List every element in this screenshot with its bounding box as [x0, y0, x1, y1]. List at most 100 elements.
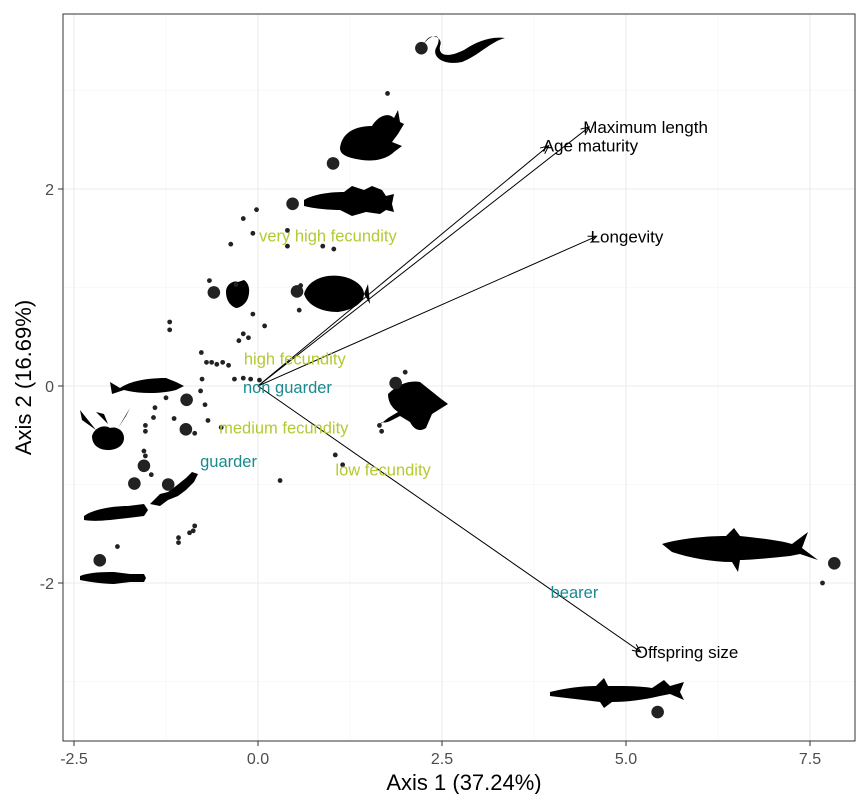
species-point-small [142, 453, 148, 459]
eel-silhouette-icon [424, 36, 505, 63]
y-tick-label: -2 [40, 576, 54, 593]
species-point-small [198, 350, 204, 355]
dogfish-silhouette-icon [662, 528, 818, 572]
vector-label: Offspring size [635, 643, 739, 662]
species-point-small [167, 319, 173, 325]
x-tick-label: 5.0 [615, 751, 637, 768]
species-point-small [379, 428, 385, 434]
species-point-small [226, 362, 231, 368]
species-point-small [167, 327, 173, 333]
species-silhouettes [70, 36, 818, 708]
species-point-large [827, 557, 841, 570]
species-point-small [285, 243, 290, 249]
species-point-small [236, 338, 242, 344]
flatfish-silhouette-icon [304, 275, 370, 312]
species-point-large [180, 393, 193, 407]
species-point-large [389, 376, 402, 390]
species-point-small [240, 375, 246, 381]
species-point-small [246, 335, 251, 341]
species-point-small [232, 376, 237, 382]
species-point-small [402, 369, 408, 375]
species-point-large [93, 554, 107, 567]
species-point-small [248, 376, 254, 382]
sprat-silhouette-icon [110, 378, 184, 394]
vector-line [257, 235, 597, 387]
vector-label: Age maturity [543, 137, 639, 156]
clam-silhouette-icon [226, 280, 250, 308]
vector-arrowhead [539, 144, 550, 154]
species-point-small [199, 376, 205, 382]
species-points [93, 41, 841, 719]
species-point-small [187, 530, 192, 536]
vector-line [257, 145, 550, 387]
species-point-large [290, 285, 304, 298]
species-point-small [320, 243, 326, 249]
y-axis-title: Axis 2 (16.69%) [11, 300, 36, 455]
plot-panel-border [62, 13, 856, 742]
species-point-small [192, 430, 198, 436]
species-point-small [214, 361, 220, 367]
species-point-small [296, 307, 302, 313]
species-point-small [240, 331, 246, 337]
factor-level-labels: very high fecundity high fecundity medium … [200, 227, 599, 602]
species-point-large [161, 478, 175, 491]
species-point-small [218, 424, 224, 430]
x-tick-label: 2.5 [431, 751, 453, 768]
species-point-small [209, 359, 215, 365]
species-point-small [285, 227, 290, 233]
species-point-small [142, 423, 148, 428]
minor-gridlines [63, 14, 855, 741]
species-point-small [228, 241, 234, 247]
species-point-small [148, 472, 154, 478]
factor-label: medium fecundity [219, 419, 349, 437]
species-point-small [331, 246, 337, 252]
species-point-small [340, 462, 346, 468]
y-tick-label: 0 [45, 379, 54, 396]
species-point-small [151, 415, 156, 420]
factor-label: non guarder [243, 379, 332, 397]
species-point-large [651, 705, 664, 719]
factor-label: low fecundity [335, 462, 431, 480]
vector-label: Longevity [591, 227, 664, 246]
species-point-large [415, 41, 428, 55]
x-axis-ticks: -2.5 0.0 2.5 5.0 7.5 [60, 741, 821, 768]
y-tick-label: 2 [45, 182, 54, 199]
species-point-small [163, 395, 169, 401]
species-point-large [286, 197, 299, 211]
species-point-small [205, 418, 211, 423]
species-point-small [250, 230, 256, 236]
species-point-small [152, 405, 158, 411]
lumpfish-silhouette-icon [340, 110, 404, 161]
smoothhound-silhouette-icon [550, 678, 684, 708]
species-point-small [176, 535, 181, 541]
vector-line [257, 126, 590, 387]
species-point-small [198, 388, 203, 394]
factor-label: guarder [200, 453, 257, 471]
x-axis-title: Axis 1 (37.24%) [386, 770, 541, 794]
ray-silhouette-icon [378, 381, 448, 430]
species-point-small [257, 377, 262, 383]
vector-line [257, 385, 642, 653]
species-point-small [385, 91, 390, 96]
species-point-large [128, 477, 141, 490]
species-point-small [171, 416, 177, 421]
species-point-small [176, 540, 181, 546]
species-point-small [207, 278, 212, 284]
species-point-small [141, 448, 147, 454]
species-point-small [277, 478, 283, 483]
crab-silhouette-icon [70, 408, 142, 458]
factor-label: very high fecundity [259, 227, 397, 245]
species-point-small [254, 207, 259, 213]
species-point-small [204, 359, 209, 365]
vector-label: Maximum length [583, 118, 708, 137]
species-point-small [142, 428, 148, 434]
x-tick-label: -2.5 [60, 751, 88, 768]
trait-vectors [257, 126, 642, 653]
species-point-small [115, 544, 120, 549]
species-point-small [233, 282, 239, 287]
species-point-large [179, 423, 193, 436]
squid-silhouette-icon [74, 504, 148, 530]
species-point-small [377, 423, 382, 428]
